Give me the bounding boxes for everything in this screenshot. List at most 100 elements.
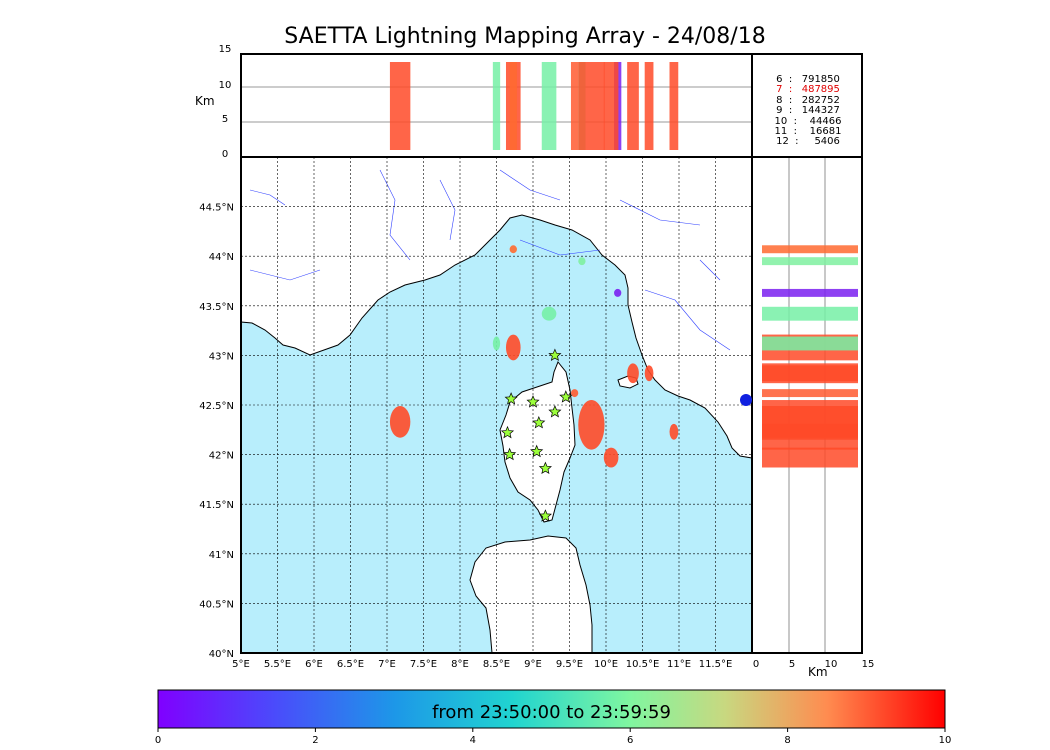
lon-tick-label: 8°E <box>451 659 469 670</box>
altitude-column <box>627 62 639 150</box>
latitude-band <box>762 306 858 321</box>
colorbar <box>157 689 946 729</box>
station-markers <box>500 348 573 522</box>
alt-tick-label: 5 <box>222 114 228 125</box>
map-panel <box>240 156 753 654</box>
lon-tick-label: 5°E <box>232 659 250 670</box>
lat-tick-label: 40.5°N <box>199 599 234 610</box>
altitude-lightning-clusters <box>389 62 679 150</box>
station-star-icon <box>538 461 552 475</box>
latitude-band <box>762 365 858 382</box>
altitude-column <box>644 62 654 150</box>
altitude-longitude-panel <box>240 53 753 158</box>
alt-tick-label: 0 <box>222 149 228 160</box>
station-star-icon <box>538 509 552 522</box>
latitude-band <box>762 288 858 297</box>
stats-row: 12 : 5406 <box>776 136 840 148</box>
alt-tick-label: 10 <box>219 80 232 91</box>
stats-row: 8 : 282752 <box>776 94 840 106</box>
latitude-band <box>762 257 858 266</box>
lat-tick-label: 44.5°N <box>199 203 234 214</box>
figure-title: SAETTA Lightning Mapping Array - 24/08/1… <box>284 24 766 49</box>
station-star-icon <box>526 395 540 408</box>
corsica-island <box>499 361 576 523</box>
lon-tick-label: 7.5°E <box>410 659 437 670</box>
lightning-cluster <box>669 423 679 440</box>
station-star-icon <box>530 444 544 458</box>
side-tick-label: 10 <box>825 659 838 670</box>
altitude-column <box>509 62 517 150</box>
stats-row: 9 : 144327 <box>776 105 840 117</box>
stats-row: 6 : 791850 <box>776 74 840 85</box>
lightning-cluster <box>644 365 654 382</box>
colorbar-tick-label: 0 <box>155 735 161 746</box>
stats-row: 11 : 16681 <box>774 126 842 137</box>
lon-tick-label: 5.5°E <box>264 659 291 670</box>
latitude-band <box>762 423 858 440</box>
station-star-icon <box>500 425 515 439</box>
lat-tick-label: 43°N <box>209 351 234 362</box>
mainland-land <box>240 156 753 459</box>
lightning-cluster <box>505 334 521 361</box>
lightning-cluster <box>541 306 557 321</box>
lightning-cluster <box>509 245 517 254</box>
colorbar-tick-label: 2 <box>312 735 318 746</box>
station-star-icon <box>504 392 518 405</box>
longitude-ticks: 5°E 5.5°E 6°E 6.5°E 7°E 7.5°E 8°E 8.5°E 9°E 9.5°E… <box>232 659 732 670</box>
latitude-ticks: 44.5°N 44°N 43.5°N 43°N 42.5°N 42°N 41.5°N 41°N… <box>199 203 234 660</box>
latitude-band <box>762 389 858 398</box>
map-lightning-clusters <box>389 245 679 468</box>
lon-tick-label: 9°E <box>524 659 542 670</box>
station-star-icon <box>548 404 562 418</box>
side-axis-label: Km <box>808 665 828 679</box>
lat-tick-label: 41°N <box>209 550 234 561</box>
side-altitude-ticks: 0 5 10 15 <box>753 659 875 670</box>
lat-tick-label: 40°N <box>209 649 234 660</box>
station-star-icon <box>503 447 517 461</box>
side-lightning-clusters <box>762 245 858 468</box>
map-graticule <box>241 157 752 653</box>
colorbar-tick-label: 8 <box>784 735 790 746</box>
altitude-column <box>603 62 619 150</box>
colorbar-tick-label: 10 <box>939 735 952 746</box>
lon-tick-label: 11.5°E <box>699 659 733 670</box>
colorbar-tick-label: 4 <box>470 735 476 746</box>
lon-tick-label: 9.5°E <box>556 659 583 670</box>
altitude-column <box>669 62 679 150</box>
lon-tick-label: 8.5°E <box>483 659 510 670</box>
latitude-altitude-panel <box>740 156 863 654</box>
stats-row: 7 : 487895 <box>776 84 840 96</box>
blue-marker <box>740 394 752 406</box>
lon-tick-label: 10.5°E <box>626 659 660 670</box>
lon-tick-label: 7°E <box>378 659 396 670</box>
station-star-icon <box>548 348 562 362</box>
altitude-column <box>541 62 557 150</box>
station-star-icon <box>532 415 546 429</box>
latitude-band <box>762 245 858 254</box>
side-tick-label: 5 <box>789 659 795 670</box>
lightning-cluster <box>603 447 619 468</box>
alt-tick-label: 15 <box>219 44 232 55</box>
altitude-column <box>492 62 501 150</box>
altitude-ticks: 15 10 5 0 <box>219 44 232 160</box>
lightning-cluster <box>389 405 411 438</box>
stats-row: 10 : 44466 <box>774 115 842 127</box>
lat-tick-label: 43.5°N <box>199 302 234 313</box>
side-tick-label: 0 <box>753 659 759 670</box>
lon-tick-label: 6.5°E <box>337 659 364 670</box>
altitude-column <box>389 62 411 150</box>
colorbar-label: from 23:50:00 to 23:59:59 <box>432 702 671 723</box>
lightning-cluster <box>578 257 586 266</box>
station-star-icon <box>559 390 573 403</box>
latitude-band <box>762 447 858 468</box>
side-tick-label: 15 <box>862 659 875 670</box>
stats-box <box>751 53 863 158</box>
lightning-cluster <box>492 336 501 351</box>
altitude-column <box>578 62 605 150</box>
river-lines <box>249 169 731 351</box>
lon-tick-label: 10°E <box>594 659 618 670</box>
altitude-column <box>570 62 579 150</box>
lightning-cluster <box>578 400 605 450</box>
colorbar-tick-label: 6 <box>627 735 633 746</box>
